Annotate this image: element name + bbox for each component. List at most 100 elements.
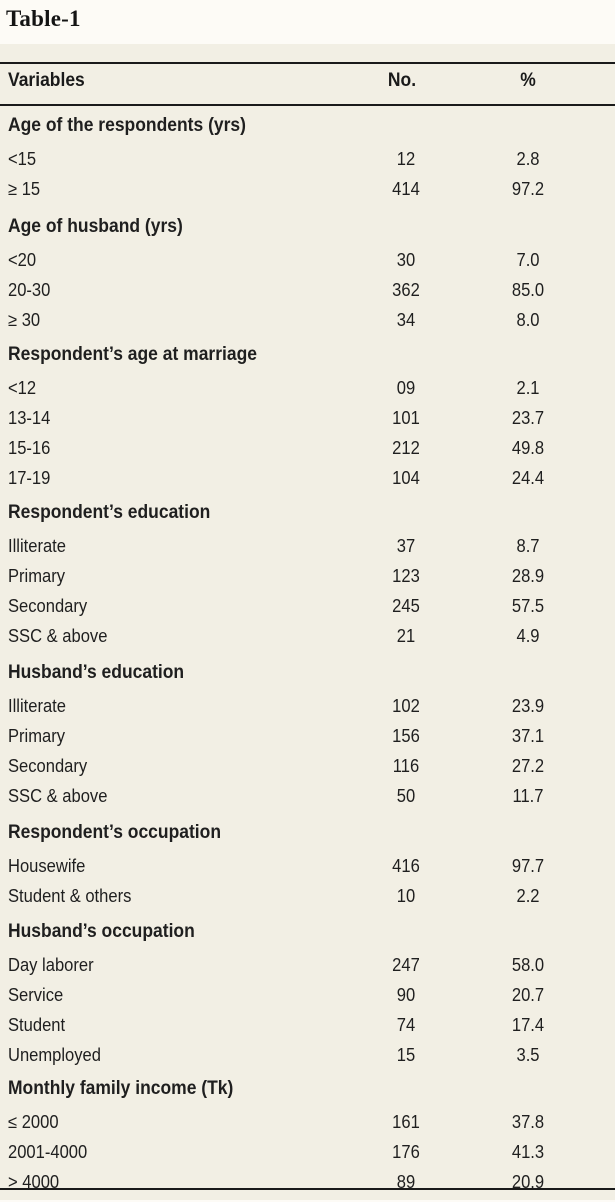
row-percent-value: 57.5: [511, 596, 545, 616]
table-body: Age of the respondents (yrs) <15 12 2.8 ≥ 15…: [0, 106, 615, 1192]
row-count-value: 362: [392, 280, 420, 300]
row-percent-value: 20.9: [511, 1172, 545, 1192]
table-row: > 4000 89 20.9: [0, 1172, 615, 1202]
table-row: 17-19 104 24.4: [0, 468, 615, 498]
section-heading: Age of the respondents (yrs): [0, 115, 615, 145]
row-count-value: 247: [392, 955, 420, 975]
row-label: ≤ 2000: [8, 1112, 59, 1132]
table-row: <15 12 2.8: [0, 149, 615, 179]
row-label: Secondary: [8, 596, 88, 616]
row-percent-value: 58.0: [511, 955, 545, 975]
table-row: Illiterate 37 8.7: [0, 536, 615, 566]
section-heading-label: Age of the respondents (yrs): [8, 115, 246, 136]
row-percent-value: 23.7: [511, 408, 545, 428]
row-count-value: 104: [392, 468, 420, 488]
row-count-value: 09: [396, 378, 416, 398]
table-row: 20-30 362 85.0: [0, 280, 615, 310]
section-heading-label: Husband’s education: [8, 662, 185, 683]
row-count-value: 156: [392, 726, 420, 746]
table-row: Day laborer 247 58.0: [0, 955, 615, 985]
row-label: ≥ 30: [8, 310, 41, 330]
section-heading-label: Respondent’s education: [8, 502, 211, 523]
table-row: Housewife 416 97.7: [0, 856, 615, 886]
row-count-value: 123: [392, 566, 420, 586]
row-percent-value: 85.0: [511, 280, 545, 300]
row-percent-value: 28.9: [511, 566, 545, 586]
row-percent-value: 4.9: [516, 626, 540, 646]
table-row: Unemployed 15 3.5: [0, 1045, 615, 1075]
row-label: 13-14: [8, 408, 51, 428]
row-label: ≥ 15: [8, 179, 41, 199]
section-heading: Age of husband (yrs): [0, 216, 615, 246]
row-percent-value: 23.9: [511, 696, 545, 716]
section-heading: Respondent’s age at marriage: [0, 344, 615, 374]
section-heading-label: Respondent’s occupation: [8, 822, 222, 843]
top-rule: [0, 62, 615, 64]
table-row: 15-16 212 49.8: [0, 438, 615, 468]
section-heading: Respondent’s occupation: [0, 822, 615, 852]
row-label: Primary: [8, 726, 66, 746]
table-row: 13-14 101 23.7: [0, 408, 615, 438]
table-row: ≤ 2000 161 37.8: [0, 1112, 615, 1142]
header-rule: [0, 104, 615, 106]
header-percent-label: %: [520, 70, 536, 91]
row-count-value: 416: [392, 856, 420, 876]
table-row: SSC & above 50 11.7: [0, 786, 615, 816]
row-label: Illiterate: [8, 696, 66, 716]
row-percent-value: 41.3: [511, 1142, 545, 1162]
row-count-value: 176: [392, 1142, 420, 1162]
row-count-value: 15: [396, 1045, 416, 1065]
row-percent-value: 97.2: [511, 179, 545, 199]
table-panel: [0, 44, 615, 1200]
section-heading-label: Age of husband (yrs): [8, 216, 183, 237]
row-percent-value: 37.8: [511, 1112, 545, 1132]
row-count-value: 21: [396, 626, 416, 646]
header-no-label: No.: [387, 70, 417, 91]
row-percent-value: 97.7: [511, 856, 545, 876]
row-count-value: 90: [396, 985, 416, 1005]
row-percent-value: 2.1: [516, 378, 540, 398]
row-percent-value: 8.7: [516, 536, 540, 556]
section-heading-label: Monthly family income (Tk): [8, 1078, 234, 1099]
row-label: Illiterate: [8, 536, 66, 556]
table-row: Primary 123 28.9: [0, 566, 615, 596]
table-row: 2001-4000 176 41.3: [0, 1142, 615, 1172]
section-heading: Monthly family income (Tk): [0, 1078, 615, 1108]
section-heading: Husband’s occupation: [0, 921, 615, 951]
row-count-value: 74: [396, 1015, 416, 1035]
table-row: <12 09 2.1: [0, 378, 615, 408]
row-label: 17-19: [8, 468, 51, 488]
row-label: 15-16: [8, 438, 51, 458]
row-percent-value: 2.8: [516, 149, 540, 169]
row-label: Day laborer: [8, 955, 94, 975]
row-count-value: 89: [396, 1172, 416, 1192]
table-row: ≥ 15 414 97.2: [0, 179, 615, 209]
row-count-value: 116: [392, 756, 420, 776]
row-percent-value: 27.2: [511, 756, 545, 776]
table-row: Service 90 20.7: [0, 985, 615, 1015]
row-count-value: 50: [396, 786, 416, 806]
row-count-value: 161: [392, 1112, 420, 1132]
row-percent-value: 49.8: [511, 438, 545, 458]
table-row: Illiterate 102 23.9: [0, 696, 615, 726]
row-count-value: 245: [392, 596, 420, 616]
row-percent-value: 24.4: [511, 468, 545, 488]
header-variables: Variables: [8, 70, 85, 91]
row-count-value: 414: [392, 179, 420, 199]
row-count-value: 30: [396, 250, 416, 270]
row-label: Unemployed: [8, 1045, 101, 1065]
section-heading: Husband’s education: [0, 662, 615, 692]
table-row: SSC & above 21 4.9: [0, 626, 615, 656]
table-row: Student 74 17.4: [0, 1015, 615, 1045]
row-count-value: 212: [392, 438, 420, 458]
section-heading-label: Husband’s occupation: [8, 921, 195, 942]
row-count-value: 34: [396, 310, 416, 330]
row-label: Primary: [8, 566, 66, 586]
row-count-value: 101: [392, 408, 420, 428]
row-label: 2001-4000: [8, 1142, 88, 1162]
row-label: <20: [8, 250, 37, 270]
row-label: SSC & above: [8, 786, 108, 806]
section-heading-label: Respondent’s age at marriage: [8, 344, 258, 365]
row-label: > 4000: [8, 1172, 60, 1192]
row-label: Service: [8, 985, 64, 1005]
